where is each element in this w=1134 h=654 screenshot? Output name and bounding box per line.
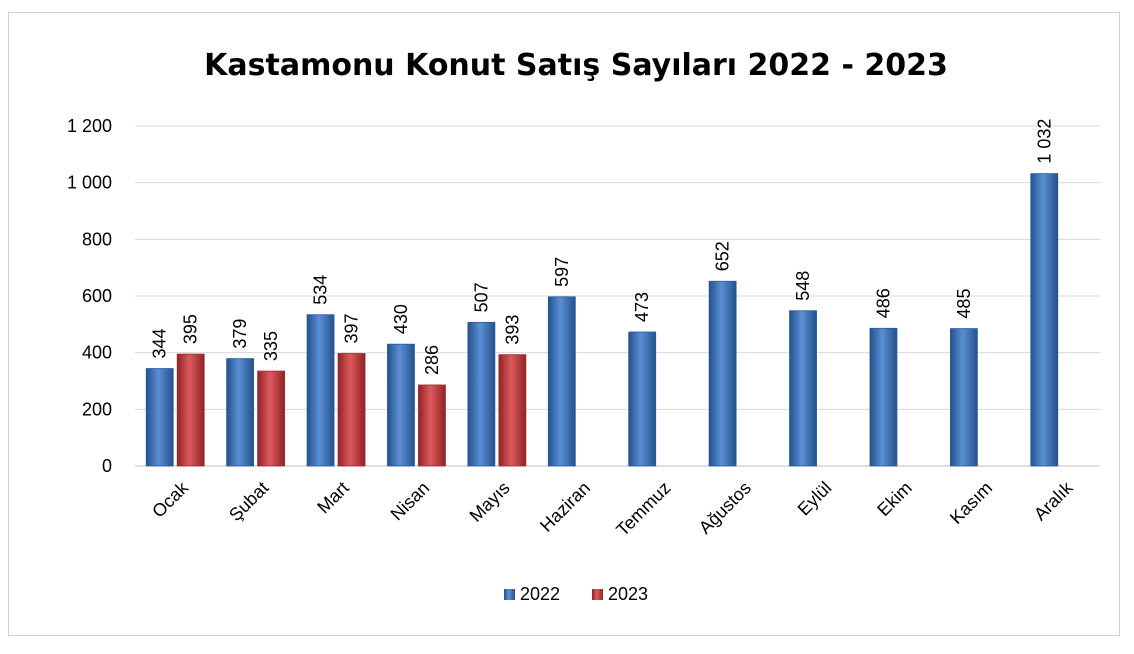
data-label: 652	[713, 241, 733, 271]
chart-title: Kastamonu Konut Satış Sayıları 2022 - 20…	[204, 48, 948, 83]
bar-2023-2	[337, 353, 366, 467]
data-label: 335	[261, 331, 281, 361]
y-tick-label: 1 200	[67, 116, 112, 136]
y-tick-label: 600	[82, 286, 112, 306]
bar-2023-4	[498, 354, 527, 467]
category-label: Kasım	[946, 478, 996, 528]
data-label: 473	[632, 292, 652, 322]
bar-2023-3	[418, 384, 446, 467]
data-label: 379	[230, 319, 250, 349]
category-label: Ocak	[148, 477, 193, 522]
bar-2022-4	[467, 321, 496, 467]
category-label: Aralık	[1030, 477, 1077, 524]
legend-label: 2022	[520, 584, 560, 604]
legend: 2022 2023	[504, 584, 648, 604]
bars	[145, 173, 1059, 467]
category-label: Temmuz	[612, 478, 674, 540]
data-label: 397	[342, 313, 362, 343]
bar-2022-2	[306, 314, 335, 467]
bar-2022-11	[1030, 173, 1059, 467]
gridlines	[135, 125, 1100, 467]
legend-label: 2023	[608, 584, 648, 604]
legend-swatch	[592, 589, 603, 600]
category-label: Ağustos	[695, 478, 755, 538]
bar-2022-8	[789, 310, 817, 467]
data-label: 534	[311, 275, 331, 305]
data-label: 286	[422, 345, 442, 375]
data-label: 597	[552, 257, 572, 287]
bar-2023-1	[257, 370, 286, 467]
y-axis: 0 200 400 600 800 1 000 1 200	[67, 116, 112, 476]
data-label: 430	[391, 304, 411, 334]
bar-2022-6	[628, 331, 657, 467]
category-label: Eylül	[794, 478, 836, 520]
data-label: 344	[150, 328, 170, 358]
y-tick-label: 400	[82, 343, 112, 363]
bar-2022-7	[708, 280, 737, 467]
bar-2022-0	[145, 368, 174, 467]
bar-2022-1	[226, 358, 255, 467]
bar-2022-10	[949, 328, 978, 467]
data-label: 1 032	[1034, 119, 1054, 164]
bar-2022-3	[387, 343, 415, 467]
category-label: Ekim	[873, 478, 915, 520]
data-label: 507	[471, 282, 491, 312]
bar-2022-5	[547, 296, 576, 467]
bar-2023-0	[176, 353, 205, 467]
y-tick-label: 1 000	[67, 173, 112, 193]
y-tick-label: 800	[82, 229, 112, 249]
y-tick-label: 200	[82, 399, 112, 419]
data-label: 486	[873, 288, 893, 318]
data-label: 548	[793, 271, 813, 301]
category-label: Mart	[313, 478, 353, 518]
y-tick-label: 0	[102, 456, 112, 476]
category-label: Şubat	[225, 478, 272, 525]
data-label: 395	[181, 314, 201, 344]
x-axis: Ocak Şubat Mart Nisan Mayıs Haziran Temmuz Ağus…	[148, 477, 1077, 540]
data-labels: 344 395 379 335 534 397 430 286 507 393 597 473 652 5…	[150, 119, 1055, 375]
data-label: 485	[954, 289, 974, 319]
category-label: Nisan	[387, 478, 434, 525]
category-label: Haziran	[536, 478, 594, 536]
bar-2022-9	[869, 327, 898, 467]
legend-swatch	[504, 589, 515, 600]
data-label: 393	[502, 315, 522, 345]
category-label: Mayıs	[466, 478, 514, 526]
